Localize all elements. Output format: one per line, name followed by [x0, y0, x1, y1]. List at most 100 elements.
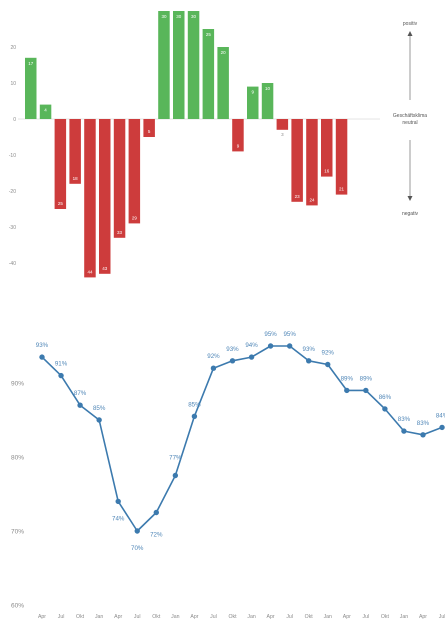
y-tick-label: -20	[9, 189, 16, 195]
data-point	[401, 428, 407, 434]
bar	[217, 47, 229, 119]
data-value-label: 77%	[169, 455, 182, 462]
bar	[321, 119, 333, 177]
data-point	[420, 432, 426, 438]
data-point	[191, 413, 198, 419]
x-tick-label: Jul	[134, 614, 141, 620]
y-tick-label: -40	[9, 261, 16, 267]
up-arrow-icon	[407, 31, 413, 36]
x-tick-label: Jul	[58, 614, 65, 620]
bar-value-label: 30	[191, 14, 197, 19]
x-tick-label: Jul	[363, 614, 370, 620]
data-value-label: 83%	[398, 416, 411, 423]
bar-value-label: 33	[117, 230, 123, 235]
negative-label: negativ	[402, 211, 419, 217]
data-point	[382, 406, 388, 412]
data-value-label: 86%	[379, 394, 392, 401]
bar	[128, 119, 141, 224]
data-point	[96, 417, 102, 423]
series-line	[41, 345, 443, 532]
data-point	[229, 358, 236, 364]
data-point	[248, 354, 255, 360]
bar	[306, 119, 318, 206]
data-point	[210, 365, 217, 371]
x-tick-label: Jan	[324, 614, 332, 620]
data-point	[58, 372, 64, 379]
data-value-label: 89%	[341, 375, 354, 382]
data-point	[344, 387, 350, 394]
bar	[25, 57, 37, 119]
x-tick-label: Apr	[419, 614, 427, 620]
data-point	[286, 343, 293, 349]
data-value-label: 93%	[303, 346, 316, 353]
y-tick-label: 70%	[11, 529, 24, 536]
bar	[54, 119, 67, 209]
data-value-label: 95%	[264, 331, 277, 338]
bar-value-label: 44	[87, 269, 93, 274]
x-tick-label: Okt	[305, 614, 314, 620]
x-tick-label: Apr	[190, 614, 198, 620]
data-value-label: 95%	[283, 331, 296, 338]
y-tick-label: 90%	[11, 381, 24, 388]
bar-value-label: 10	[265, 86, 271, 91]
y-tick-label: 20	[10, 45, 16, 51]
bar-value-label: 30	[176, 14, 182, 19]
bar	[173, 11, 185, 119]
data-point	[134, 528, 140, 534]
data-point	[115, 498, 121, 505]
data-value-label: 87%	[74, 390, 87, 397]
x-tick-label: Okt	[381, 614, 390, 620]
data-point	[363, 387, 369, 394]
bar	[99, 119, 111, 274]
x-tick-label: Apr	[114, 614, 122, 620]
bar	[187, 11, 200, 119]
data-value-label: 92%	[207, 353, 220, 360]
y-tick-label: 0	[13, 117, 16, 123]
y-tick-label: 60%	[11, 603, 24, 610]
bar-value-label: 24	[309, 197, 315, 202]
bar	[261, 83, 274, 119]
data-point	[39, 354, 45, 360]
data-point	[153, 509, 159, 516]
y-tick-label: -10	[9, 153, 16, 159]
bar-value-label: 16	[324, 169, 330, 174]
bar	[84, 119, 96, 278]
neutral-label: neutral	[402, 120, 417, 126]
data-value-label: 92%	[322, 350, 335, 357]
bar	[276, 119, 289, 130]
x-tick-label: Jan	[247, 614, 255, 620]
data-point	[267, 343, 274, 349]
y-tick-label: 80%	[11, 455, 24, 462]
bar-value-label: 17	[28, 61, 34, 66]
bar	[232, 119, 244, 152]
y-tick-label: -30	[9, 225, 16, 231]
x-tick-label: Okt	[228, 614, 237, 620]
data-value-label: 85%	[93, 405, 106, 412]
bar	[247, 86, 259, 119]
bar	[158, 11, 170, 119]
data-value-label: 72%	[150, 532, 163, 539]
bar-value-label: 30	[161, 14, 167, 19]
line-chart: 90% 80% 70% 60% 93% 91% 87% 85% 74% 70% 72% 77% 85% 9…	[11, 331, 445, 620]
bar	[39, 104, 52, 119]
data-value-label: 84%	[436, 412, 445, 419]
bar-value-label: 3	[281, 132, 284, 137]
bar-value-label: 18	[73, 176, 79, 181]
down-arrow-icon	[407, 196, 413, 201]
x-tick-label: Jul	[439, 614, 445, 620]
bar-value-label: 9	[251, 90, 254, 95]
bar-value-label: 23	[295, 194, 301, 199]
data-point	[439, 424, 445, 431]
data-value-label: 89%	[360, 375, 373, 382]
data-value-label: 91%	[55, 361, 68, 368]
x-tick-label: Jan	[171, 614, 179, 620]
x-tick-label: Jan	[95, 614, 103, 620]
data-value-label: 94%	[245, 342, 258, 349]
data-point	[172, 472, 179, 479]
bar-value-label: 25	[206, 32, 212, 37]
bar	[335, 119, 348, 195]
bar-value-label: 29	[132, 215, 138, 220]
x-tick-label: Apr	[38, 614, 46, 620]
bar-value-label: 21	[339, 187, 345, 192]
bar-value-label: 9	[237, 143, 240, 148]
